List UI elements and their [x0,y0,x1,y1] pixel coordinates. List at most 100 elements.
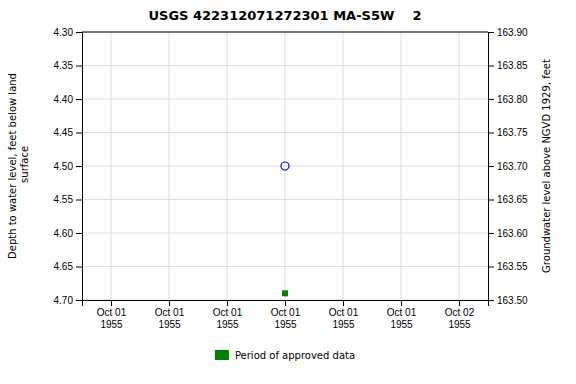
tick: 4.60 [54,228,82,239]
legend: Period of approved data [215,350,355,361]
tick-mark [488,166,494,167]
tick: Oct 011955 [213,300,243,330]
frame [82,32,488,33]
tick-mark [76,300,82,301]
tick: 4.35 [54,60,82,71]
tick-label: 4.35 [54,60,74,71]
tick: 4.70 [54,295,82,306]
tick-mark [488,267,494,268]
tick: Oct 021955 [445,300,475,330]
tick-label: 163.60 [497,228,528,239]
tick-label: 163.75 [497,127,528,138]
grid-line [82,65,488,66]
tick: Oct 011955 [387,300,417,330]
tick: Oct 011955 [97,300,127,330]
tick: 163.75 [488,127,528,138]
tick: 163.90 [488,27,528,38]
tick-mark [76,66,82,67]
y-axis-label: Depth to water level, feet below land su… [7,73,30,259]
y2-axis-label: Groundwater level above NGVD 1929, feet [541,59,552,273]
title: USGS 422312071272301 MA-S5W 2 [149,8,422,23]
tick-label: 4.50 [54,161,74,172]
tick: 4.50 [54,161,82,172]
tick-mark [227,300,228,306]
tick-label: 4.45 [54,127,74,138]
tick-label: Oct 021955 [445,307,475,330]
grid-line [82,32,488,33]
tick-mark [488,300,494,301]
tick-mark [488,233,494,234]
tick-label: Oct 011955 [213,307,243,330]
tick: 4.65 [54,261,82,272]
tick: 163.85 [488,60,528,71]
tick-mark [76,166,82,167]
axis-line [76,33,83,301]
y2-axis: 163.90163.85163.80163.75163.70163.65163.… [488,27,528,306]
x-axis: Oct 011955 Oct 011955 Oct 011955 Oct 011955… [83,300,489,330]
tick-label: Oct 011955 [271,307,301,330]
grid-line [82,166,488,167]
tick-label: 4.30 [54,27,74,38]
tick-mark [488,66,494,67]
grid-line [82,99,488,100]
tick-label: 163.50 [497,295,528,306]
tick-mark [76,200,82,201]
grid-line [82,266,488,267]
tick-label: 4.60 [54,228,74,239]
tick-mark [459,300,460,306]
tick: 4.55 [54,194,82,205]
tick-label: 4.70 [54,295,74,306]
tick: 163.60 [488,228,528,239]
tick-mark [76,267,82,268]
tick-mark [488,133,494,134]
tick-mark [285,300,286,306]
grid-line [82,132,488,133]
tick-mark [76,233,82,234]
tick: 163.70 [488,161,528,172]
tick-mark [169,300,170,306]
grid-line [82,233,488,234]
tick-mark [488,99,494,100]
tick: 4.45 [54,127,82,138]
tick-mark [111,300,112,306]
tick: 4.30 [54,27,82,38]
tick-label: 163.85 [497,60,528,71]
tick: Oct 011955 [271,300,301,330]
legend-label: Period of approved data [235,350,355,361]
axis-line [83,301,489,307]
tick: 163.50 [488,295,528,306]
tick: Oct 011955 [329,300,359,330]
series [282,290,288,296]
tick-label: 163.90 [497,27,528,38]
grid-line [82,199,488,200]
tick-mark [401,300,402,306]
tick: 4.40 [54,94,82,105]
y-axis: 4.30 4.35 4.40 4.45 4.50 4.55 4.60 4.65 4.70 [54,27,83,306]
point [281,162,289,170]
tick-mark [76,32,82,33]
tick-mark [488,32,494,33]
legend-item: Period of approved data [215,350,355,361]
point [282,290,288,296]
chart: Oct 011955 Oct 011955 Oct 011955 Oct 011955… [0,0,576,384]
tick-label: 163.80 [497,94,528,105]
tick-mark [76,133,82,134]
grid [82,32,488,300]
tick-label: Oct 011955 [97,307,127,330]
plot: Oct 011955 Oct 011955 Oct 011955 Oct 011955… [7,27,552,330]
tick-label: Oct 011955 [155,307,185,330]
series [281,162,289,170]
tick-mark [76,99,82,100]
axis-line [489,33,495,301]
tick-label: 163.55 [497,261,528,272]
tick-mark [488,200,494,201]
tick-mark [343,300,344,306]
tick-label: 163.70 [497,161,528,172]
tick-label: 4.40 [54,94,74,105]
marks [281,162,289,296]
tick-label: 4.65 [54,261,74,272]
tick-label: 4.55 [54,194,74,205]
tick-label: Oct 011955 [387,307,417,330]
tick-label: Oct 011955 [329,307,359,330]
tick: Oct 011955 [155,300,185,330]
